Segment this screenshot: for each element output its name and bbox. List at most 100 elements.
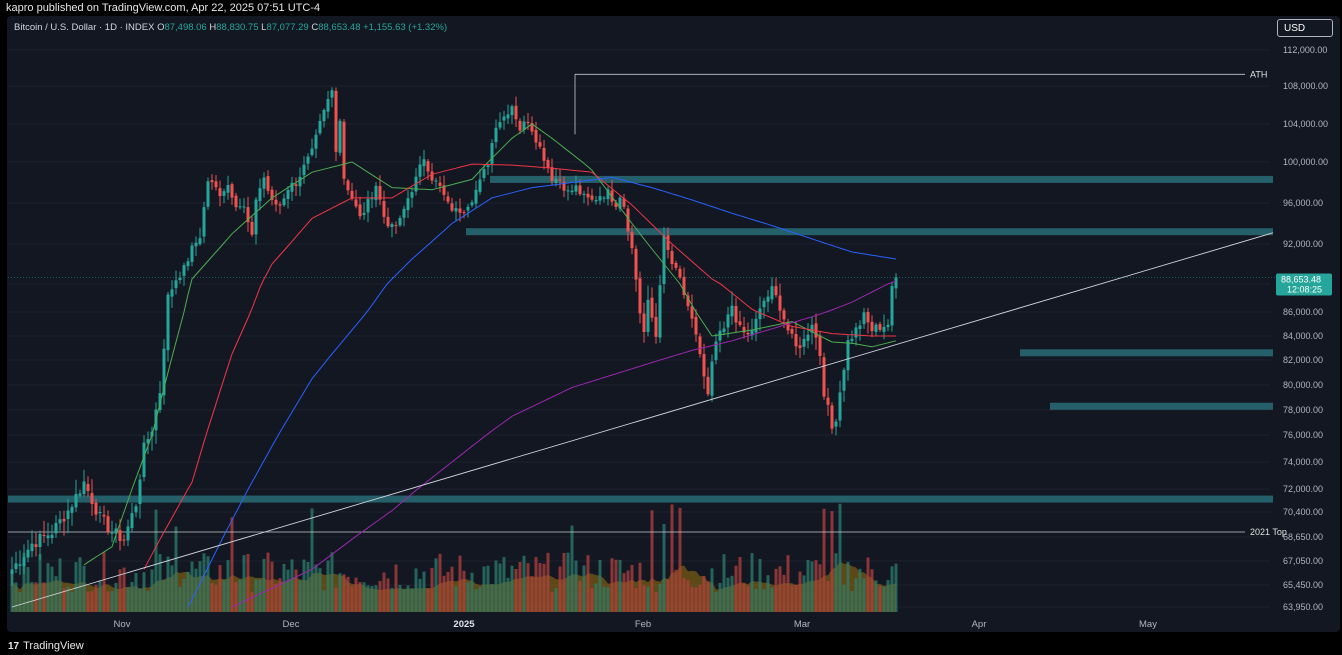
volume-bar-67 bbox=[278, 578, 282, 612]
volume-bar-141 bbox=[574, 560, 578, 612]
y-tick-label-2: 104,000.00 bbox=[1283, 119, 1328, 129]
candle-body-94 bbox=[386, 216, 390, 227]
volume-bar-173 bbox=[702, 576, 706, 612]
candle-body-73 bbox=[302, 164, 306, 176]
candle-body-158 bbox=[642, 313, 646, 332]
volume-bar-3 bbox=[22, 552, 26, 612]
volume-bar-54 bbox=[226, 560, 230, 612]
volume-bar-209 bbox=[846, 561, 850, 612]
candle-body-8 bbox=[42, 534, 46, 536]
volume-bar-221 bbox=[894, 563, 898, 612]
candle-body-216 bbox=[874, 324, 878, 332]
volume-bar-29 bbox=[126, 587, 130, 612]
zone-3 bbox=[1050, 402, 1273, 410]
high-label: H bbox=[209, 22, 217, 33]
volume-bar-13 bbox=[62, 588, 66, 612]
candle-body-46 bbox=[194, 242, 198, 247]
y-tick-label-4: 96,000.00 bbox=[1283, 198, 1323, 208]
candle-body-142 bbox=[578, 185, 582, 195]
candle-body-120 bbox=[490, 143, 494, 164]
candle-body-25 bbox=[110, 532, 114, 534]
volume-bar-140 bbox=[570, 525, 574, 612]
volume-bar-106 bbox=[434, 558, 438, 612]
candle-body-105 bbox=[430, 171, 434, 181]
volume-bar-142 bbox=[578, 580, 582, 612]
volume-bar-19 bbox=[86, 591, 90, 612]
volume-bar-21 bbox=[94, 584, 98, 612]
volume-bar-212 bbox=[858, 568, 862, 612]
volume-bar-182 bbox=[738, 557, 742, 612]
candle-body-116 bbox=[474, 189, 478, 204]
volume-bar-84 bbox=[346, 576, 350, 612]
candle-body-159 bbox=[646, 299, 650, 332]
volume-bar-97 bbox=[398, 584, 402, 612]
volume-bar-204 bbox=[826, 580, 830, 612]
volume-bar-169 bbox=[686, 580, 690, 612]
volume-bar-161 bbox=[654, 591, 658, 612]
volume-bar-102 bbox=[418, 578, 422, 612]
candle-body-93 bbox=[382, 201, 386, 217]
currency-button[interactable]: USD bbox=[1277, 19, 1333, 37]
candle-body-107 bbox=[438, 182, 442, 186]
candle-body-148 bbox=[602, 197, 606, 199]
candle-body-151 bbox=[614, 202, 618, 207]
x-tick-label-2: 2025 bbox=[453, 619, 475, 630]
volume-bar-176 bbox=[714, 591, 718, 612]
volume-bar-218 bbox=[882, 586, 886, 612]
candle-body-86 bbox=[354, 199, 358, 207]
candle-body-4 bbox=[26, 549, 30, 558]
candle-body-42 bbox=[178, 277, 182, 280]
volume-bar-103 bbox=[422, 571, 426, 612]
price-chart[interactable]: ATH 2021 Top 112,000.00 108,000.00 104,000.… bbox=[0, 0, 1342, 634]
volume-bar-208 bbox=[842, 584, 846, 612]
candle-body-76 bbox=[314, 134, 318, 149]
candle-body-96 bbox=[394, 225, 398, 227]
candle-body-18 bbox=[82, 481, 86, 495]
candle-body-37 bbox=[158, 393, 162, 410]
candle-body-172 bbox=[698, 336, 702, 355]
close-label: C bbox=[311, 22, 319, 33]
volume-bar-95 bbox=[390, 587, 394, 612]
volume-bar-159 bbox=[646, 586, 650, 612]
candle-body-126 bbox=[514, 105, 518, 120]
volume-bar-194 bbox=[786, 555, 790, 612]
volume-bar-130 bbox=[530, 576, 534, 612]
volume-bar-157 bbox=[638, 562, 642, 612]
candle-body-0 bbox=[10, 569, 14, 574]
volume-bar-79 bbox=[326, 560, 330, 612]
candle-body-174 bbox=[706, 376, 710, 395]
volume-bar-82 bbox=[338, 573, 342, 612]
volume-bar-134 bbox=[546, 552, 550, 612]
candle-body-20 bbox=[90, 493, 94, 504]
volume-bar-119 bbox=[486, 565, 490, 612]
volume-bar-43 bbox=[182, 578, 186, 612]
candle-body-17 bbox=[78, 493, 82, 496]
volume-bar-55 bbox=[230, 517, 234, 612]
candle-body-89 bbox=[366, 198, 370, 213]
volume-bar-83 bbox=[342, 574, 346, 612]
candle-body-118 bbox=[482, 169, 486, 179]
x-tick-label-6: May bbox=[1139, 619, 1157, 630]
volume-bar-60 bbox=[250, 591, 254, 612]
trendline bbox=[11, 232, 1274, 608]
candle-body-123 bbox=[502, 116, 506, 121]
volume-bar-93 bbox=[382, 572, 386, 612]
volume-bar-117 bbox=[478, 587, 482, 612]
volume-bar-148 bbox=[602, 586, 606, 612]
candle-body-191 bbox=[774, 286, 778, 296]
annotation-label-0: ATH bbox=[1250, 69, 1267, 79]
candle-body-165 bbox=[670, 251, 674, 265]
candle-body-125 bbox=[510, 106, 514, 116]
candle-body-171 bbox=[694, 316, 698, 335]
candle-body-144 bbox=[586, 193, 590, 198]
volume-bar-96 bbox=[394, 564, 398, 612]
candle-body-117 bbox=[478, 179, 482, 192]
volume-bar-110 bbox=[450, 566, 454, 612]
volume-bar-138 bbox=[562, 552, 566, 612]
volume-layer bbox=[10, 503, 898, 612]
candle-body-213 bbox=[862, 312, 866, 325]
y-tick-label-9: 82,000.00 bbox=[1283, 355, 1323, 365]
volume-bar-33 bbox=[142, 572, 146, 612]
y-tick-label-5: 92,000.00 bbox=[1283, 239, 1323, 249]
